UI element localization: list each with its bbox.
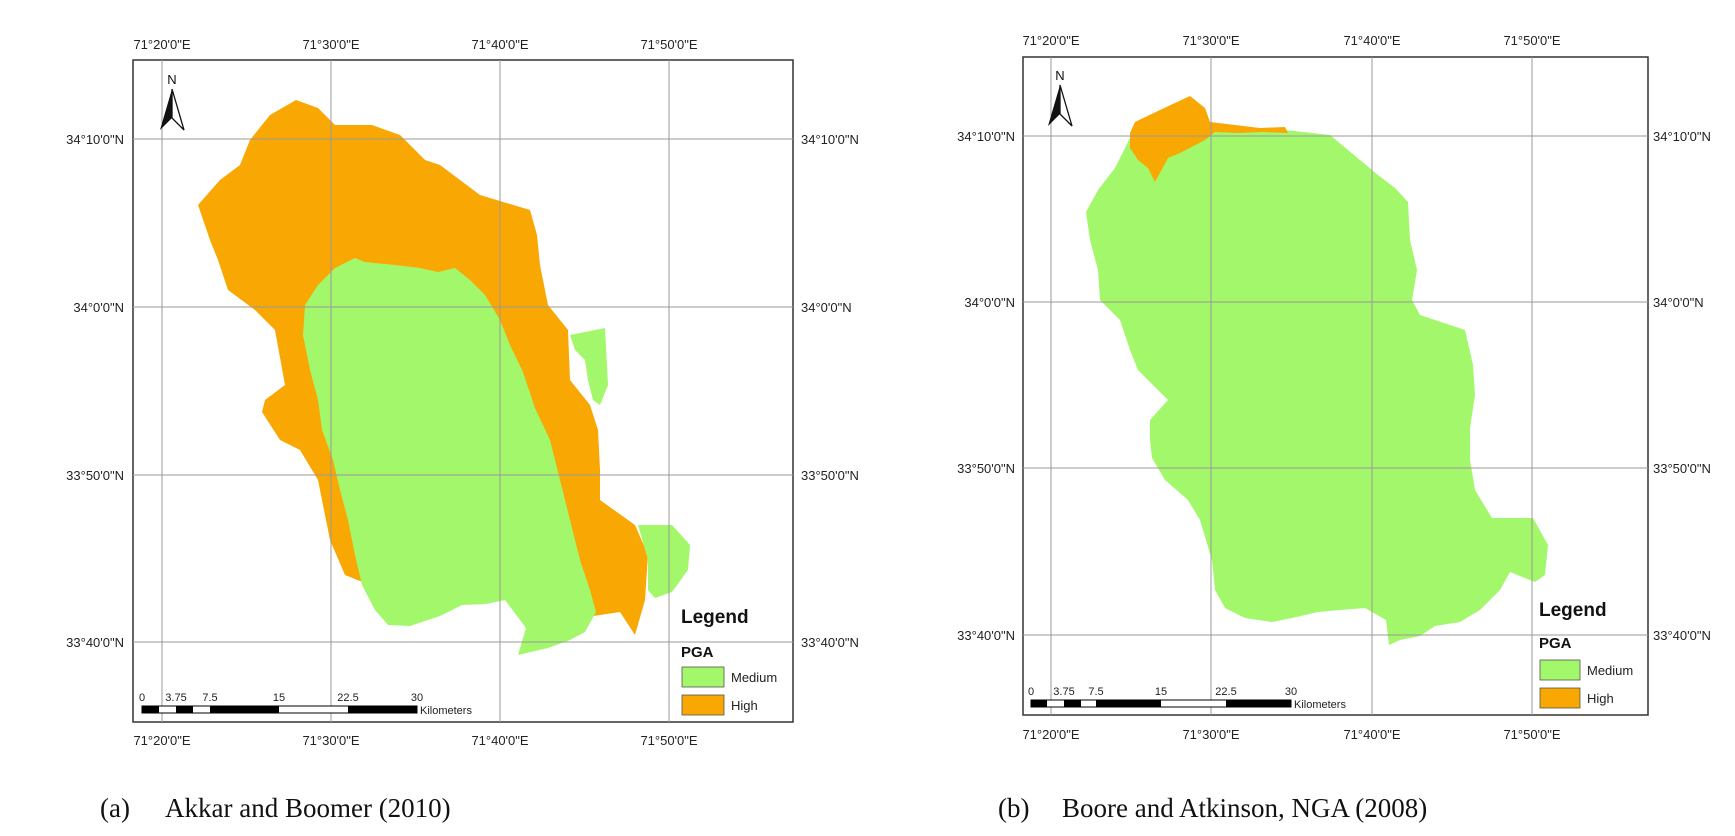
lat-label-left: 33°50'0"N (66, 468, 124, 483)
north-label: N (167, 72, 176, 87)
lat-label-left: 33°40'0"N (66, 635, 124, 650)
scale-number: 7.5 (1088, 686, 1103, 698)
graticule (1023, 57, 1648, 715)
lat-label-right: 33°40'0"N (801, 635, 859, 650)
scale-number: 0 (139, 692, 145, 704)
lat-label-right: 33°50'0"N (801, 468, 859, 483)
legend-item-label: Medium (1587, 663, 1633, 678)
pga-medium-zone (1086, 130, 1548, 645)
pga-high-zone (1130, 96, 1288, 182)
lon-label-top: 71°50'0"E (1503, 33, 1560, 48)
pga-medium-zone (303, 258, 596, 655)
lon-label-top: 71°30'0"E (302, 37, 359, 52)
scale-bar: 0 3.75 7.5 15 22.5 30 Kilometers (1028, 686, 1347, 711)
lon-label-bottom: 71°40'0"E (471, 733, 528, 748)
scale-unit: Kilometers (1294, 699, 1346, 711)
scale-number: 15 (1155, 686, 1167, 698)
lon-label-bottom: 71°20'0"E (1022, 727, 1079, 742)
lon-label-top: 71°40'0"E (471, 37, 528, 52)
lat-label-left: 34°0'0"N (964, 295, 1015, 310)
lat-label-left: 34°10'0"N (66, 132, 124, 147)
scale-unit: Kilometers (420, 705, 472, 717)
map-caption: Akkar and Boomer (2010) (165, 793, 451, 823)
lat-label-left: 33°40'0"N (957, 628, 1015, 643)
scale-number: 30 (411, 692, 423, 704)
lon-label-top: 71°50'0"E (640, 37, 697, 52)
graticule (133, 60, 793, 722)
legend-swatch-medium (681, 666, 725, 688)
lat-label-left: 34°10'0"N (957, 129, 1015, 144)
legend-title: Legend (1539, 600, 1607, 621)
lon-label-bottom: 71°30'0"E (1182, 727, 1239, 742)
north-arrow-icon: N (160, 72, 185, 131)
lat-label-right: 33°50'0"N (1653, 461, 1711, 476)
lon-label-bottom: 71°50'0"E (640, 733, 697, 748)
scale-number: 15 (273, 692, 285, 704)
map-legend: Legend PGA Medium High (1539, 600, 1633, 709)
scale-number: 22.5 (1215, 686, 1236, 698)
lat-label-right: 34°10'0"N (801, 132, 859, 147)
panel-label: (a) (100, 793, 130, 823)
legend-subtitle: PGA (1539, 635, 1572, 652)
map-panel-a: 71°20'0"E 71°30'0"E 71°40'0"E 71°50'0"E … (66, 37, 859, 823)
legend-item-label: High (731, 698, 758, 713)
map-panel-b: 71°20'0"E 71°30'0"E 71°40'0"E 71°50'0"E … (957, 33, 1711, 823)
scale-number: 3.75 (1053, 686, 1074, 698)
lat-label-right: 34°0'0"N (1653, 295, 1704, 310)
legend-subtitle: PGA (681, 644, 714, 661)
north-arrow-icon: N (1048, 68, 1073, 127)
legend-title: Legend (681, 607, 749, 628)
pga-medium-zone (638, 525, 690, 598)
legend-item-label: High (1587, 691, 1614, 706)
legend-swatch-medium (1539, 659, 1581, 681)
lat-label-left: 34°0'0"N (73, 300, 124, 315)
map-caption: Boore and Atkinson, NGA (2008) (1062, 793, 1427, 823)
legend-swatch-high (681, 694, 725, 716)
north-label: N (1055, 68, 1064, 83)
scale-number: 30 (1285, 686, 1297, 698)
pga-medium-zone (570, 328, 608, 405)
lat-label-right: 34°0'0"N (801, 300, 852, 315)
scale-number: 0 (1028, 686, 1034, 698)
lat-label-left: 33°50'0"N (957, 461, 1015, 476)
lon-label-bottom: 71°20'0"E (133, 733, 190, 748)
scale-bar: 0 3.75 7.5 15 22.5 30 Kilometers (139, 692, 473, 717)
lon-label-top: 71°20'0"E (1022, 33, 1079, 48)
lon-label-bottom: 71°40'0"E (1343, 727, 1400, 742)
lat-label-right: 34°10'0"N (1653, 129, 1711, 144)
scale-number: 7.5 (202, 692, 217, 704)
map-legend: Legend PGA Medium High (681, 607, 777, 716)
lat-label-right: 33°40'0"N (1653, 628, 1711, 643)
scale-number: 22.5 (337, 692, 358, 704)
lon-label-bottom: 71°30'0"E (302, 733, 359, 748)
lon-label-bottom: 71°50'0"E (1503, 727, 1560, 742)
lon-label-top: 71°40'0"E (1343, 33, 1400, 48)
lon-label-top: 71°20'0"E (133, 37, 190, 52)
panel-label: (b) (998, 793, 1029, 823)
legend-swatch-high (1539, 687, 1581, 709)
scale-number: 3.75 (165, 692, 186, 704)
lon-label-top: 71°30'0"E (1182, 33, 1239, 48)
legend-item-label: Medium (731, 670, 777, 685)
